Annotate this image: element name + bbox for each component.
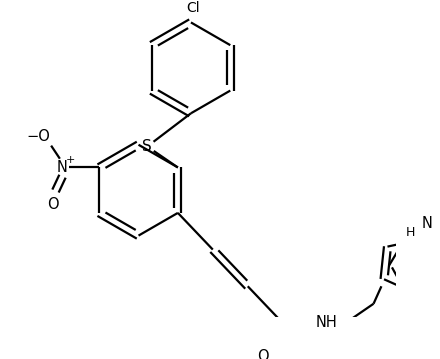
Text: +: + xyxy=(66,155,75,165)
Text: H: H xyxy=(406,226,415,239)
Text: N: N xyxy=(422,216,432,231)
Text: S: S xyxy=(143,139,152,154)
Text: O: O xyxy=(257,349,268,359)
Text: −O: −O xyxy=(26,129,50,144)
Text: NH: NH xyxy=(316,316,337,331)
Text: Cl: Cl xyxy=(186,1,199,15)
Text: N: N xyxy=(57,160,68,175)
Text: O: O xyxy=(47,197,59,212)
